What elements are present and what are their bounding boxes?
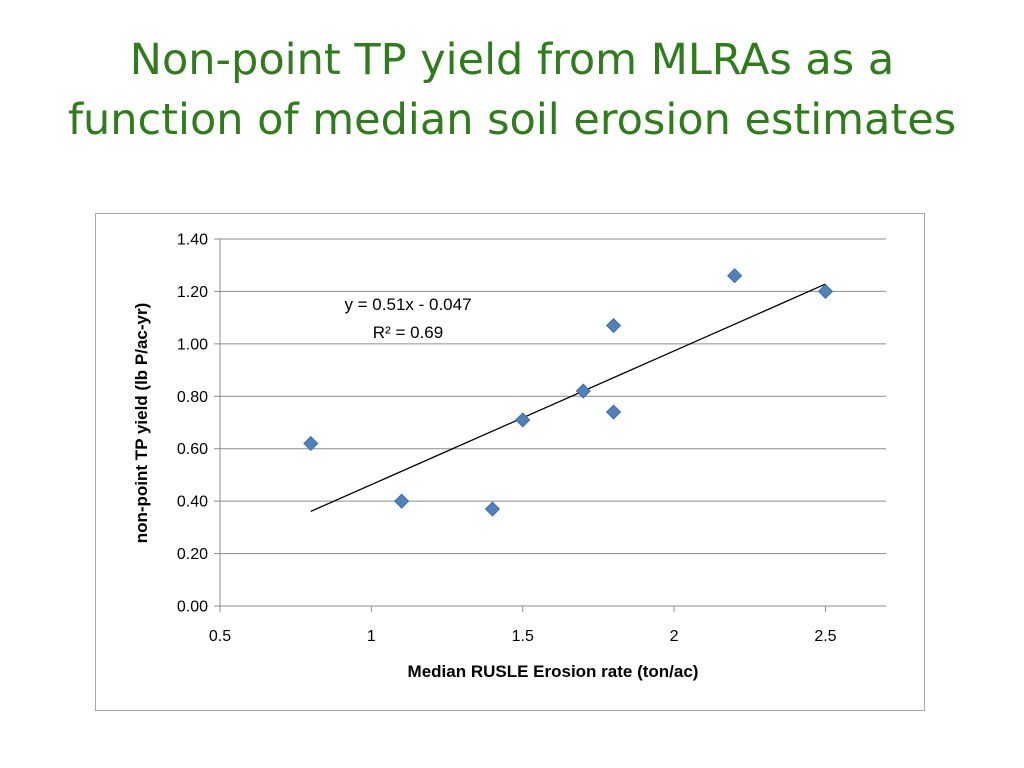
slide-title: Non-point TP yield from MLRAs as a funct…: [0, 30, 1024, 150]
slide-title-line2: function of median soil erosion estimate…: [67, 95, 957, 145]
trendline-equation: y = 0.51x - 0.047: [344, 295, 471, 314]
x-tick-label: 2: [670, 628, 679, 645]
chart-frame: [95, 213, 925, 711]
y-tick-label: 0.80: [177, 389, 208, 406]
y-tick-label: 0.00: [177, 599, 208, 616]
y-tick-label: 1.40: [177, 232, 208, 249]
x-tick-label: 0.5: [209, 628, 231, 645]
data-point-0: [303, 435, 319, 452]
y-tick-label: 0.40: [177, 494, 208, 511]
trendline: [310, 283, 826, 512]
data-point-3: [515, 412, 531, 428]
data-point-4: [575, 383, 591, 399]
slide-title-line1: Non-point TP yield from MLRAs as a: [129, 35, 895, 85]
trendline-r-squared: R² = 0.69: [373, 323, 443, 342]
y-tick-label: 0.20: [177, 546, 208, 563]
data-point-8: [817, 283, 834, 299]
trendline-group: [310, 283, 826, 512]
y-tick-label: 1.00: [177, 336, 208, 353]
data-point-7: [727, 268, 743, 284]
data-point-2: [484, 501, 501, 517]
x-tick-label: 1: [367, 628, 376, 645]
y-axis-title: non-point TP yield (lb P/ac-yr): [132, 303, 151, 544]
tick-labels: 0.00 0.20 0.40 0.60 0.80 1.00 1.20 1.40 0.5 1 1.5 2…: [177, 232, 837, 646]
gridlines: [220, 238, 886, 555]
data-points: [303, 268, 834, 517]
x-tick-label: 1.5: [512, 628, 534, 645]
y-tick-label: 0.60: [177, 441, 208, 458]
axes: [214, 238, 886, 612]
y-tick-label: 1.20: [177, 284, 208, 301]
data-point-6: [605, 404, 622, 420]
x-axis-title: Median RUSLE Erosion rate (ton/ac): [408, 662, 699, 681]
data-point-1: [394, 493, 410, 509]
x-tick-label: 2.5: [814, 628, 836, 645]
data-point-5: [605, 317, 622, 334]
